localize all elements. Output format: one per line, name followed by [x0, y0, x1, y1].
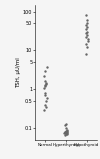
- Point: [65, 123, 67, 125]
- Point: [85, 53, 87, 55]
- Point: [86, 46, 87, 49]
- Point: [85, 42, 87, 45]
- Point: [65, 130, 67, 132]
- Point: [65, 133, 67, 135]
- Point: [65, 127, 67, 129]
- Point: [44, 84, 46, 86]
- Point: [86, 26, 88, 28]
- Point: [86, 34, 88, 36]
- Point: [46, 97, 48, 99]
- Point: [44, 92, 46, 94]
- Point: [43, 86, 45, 89]
- Point: [66, 132, 67, 134]
- Point: [64, 132, 65, 134]
- Point: [67, 132, 68, 134]
- Point: [85, 36, 87, 38]
- Point: [44, 104, 46, 106]
- Point: [43, 108, 45, 111]
- Point: [64, 130, 66, 133]
- Point: [67, 133, 68, 135]
- Point: [46, 81, 47, 84]
- Point: [45, 100, 47, 102]
- Point: [45, 82, 47, 85]
- Point: [44, 69, 45, 72]
- Point: [86, 14, 87, 17]
- Point: [46, 66, 47, 68]
- Point: [65, 131, 67, 133]
- Point: [86, 31, 87, 33]
- Point: [64, 124, 66, 126]
- Point: [85, 24, 87, 26]
- Point: [66, 129, 67, 131]
- Point: [45, 94, 46, 97]
- Point: [67, 131, 68, 133]
- Point: [44, 80, 46, 83]
- Point: [86, 22, 87, 25]
- Point: [44, 85, 45, 88]
- Y-axis label: TSH, μU/ml: TSH, μU/ml: [16, 57, 22, 88]
- Point: [87, 38, 88, 40]
- Point: [46, 106, 47, 108]
- Point: [85, 28, 87, 31]
- Point: [64, 131, 66, 133]
- Point: [87, 19, 88, 21]
- Point: [66, 130, 68, 132]
- Point: [85, 32, 87, 34]
- Point: [43, 75, 45, 77]
- Point: [87, 39, 89, 42]
- Point: [64, 134, 66, 137]
